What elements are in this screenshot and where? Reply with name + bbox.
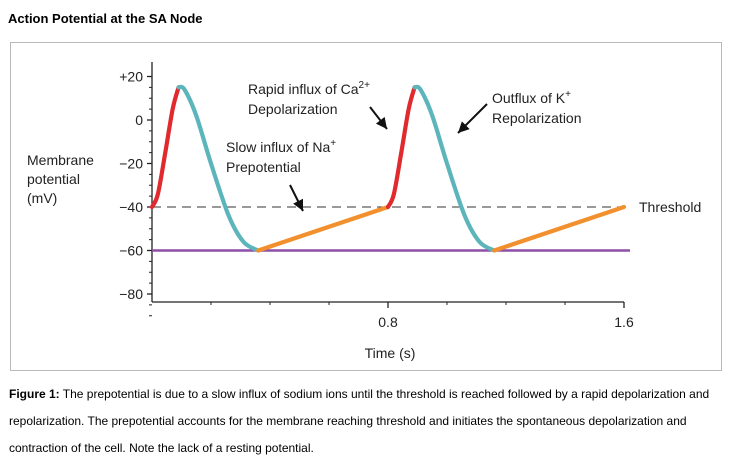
y-axis-title-line: potential (27, 171, 80, 187)
x-tick-label: 0.8 (378, 314, 398, 330)
na-annotation-line1: Slow influx of Na+ (226, 138, 336, 155)
x-axis-title: Time (s) (365, 345, 416, 361)
x-tick-label: 1.6 (614, 314, 634, 330)
k-annotation-line1: Outflux of K+ (492, 89, 571, 106)
na-annotation-line2: Prepotential (226, 159, 301, 175)
figure-caption-label: Figure 1: (9, 387, 60, 401)
ca-annotation-line1: Rapid influx of Ca2+ (248, 80, 370, 97)
k-annotation-superscript: + (565, 89, 571, 100)
y-tick-label: +20 (119, 69, 143, 85)
figure-caption: Figure 1: The prepotential is due to a s… (9, 381, 729, 462)
y-tick-label: 0 (135, 112, 143, 128)
depolarization-segment (385, 85, 417, 210)
y-tick-label: −40 (119, 199, 143, 215)
repolarization-segment (176, 84, 261, 253)
k-arrow-head (458, 121, 470, 133)
prepotential-segment (492, 204, 627, 253)
ca-annotation-line2: Depolarization (248, 101, 338, 117)
ca-arrow-head (375, 116, 387, 129)
y-axis-title-line: Membrane (27, 152, 94, 168)
y-tick-label: −20 (119, 156, 143, 172)
figure-caption-text: The prepotential is due to a slow influx… (9, 387, 710, 455)
na-annotation-superscript: + (330, 138, 336, 149)
y-tick-label: −80 (119, 286, 143, 302)
chart-frame (10, 42, 722, 371)
page-title: Action Potential at the SA Node (8, 11, 203, 26)
repolarization-segment (412, 84, 497, 253)
y-tick-label: −60 (119, 243, 143, 259)
action-potential-chart: +20 0 −20 −40 −60 −80 0.8 1.6 Time (s) Membrane po… (27, 62, 701, 361)
threshold-label: Threshold (639, 199, 701, 215)
k-annotation-line2: Repolarization (492, 110, 582, 126)
prepotential-segment (256, 204, 391, 253)
na-arrow-head (293, 198, 303, 211)
y-axis-title-line: (mV) (27, 190, 57, 206)
ca-annotation-superscript: 2+ (359, 80, 371, 91)
depolarization-segment (149, 85, 181, 210)
